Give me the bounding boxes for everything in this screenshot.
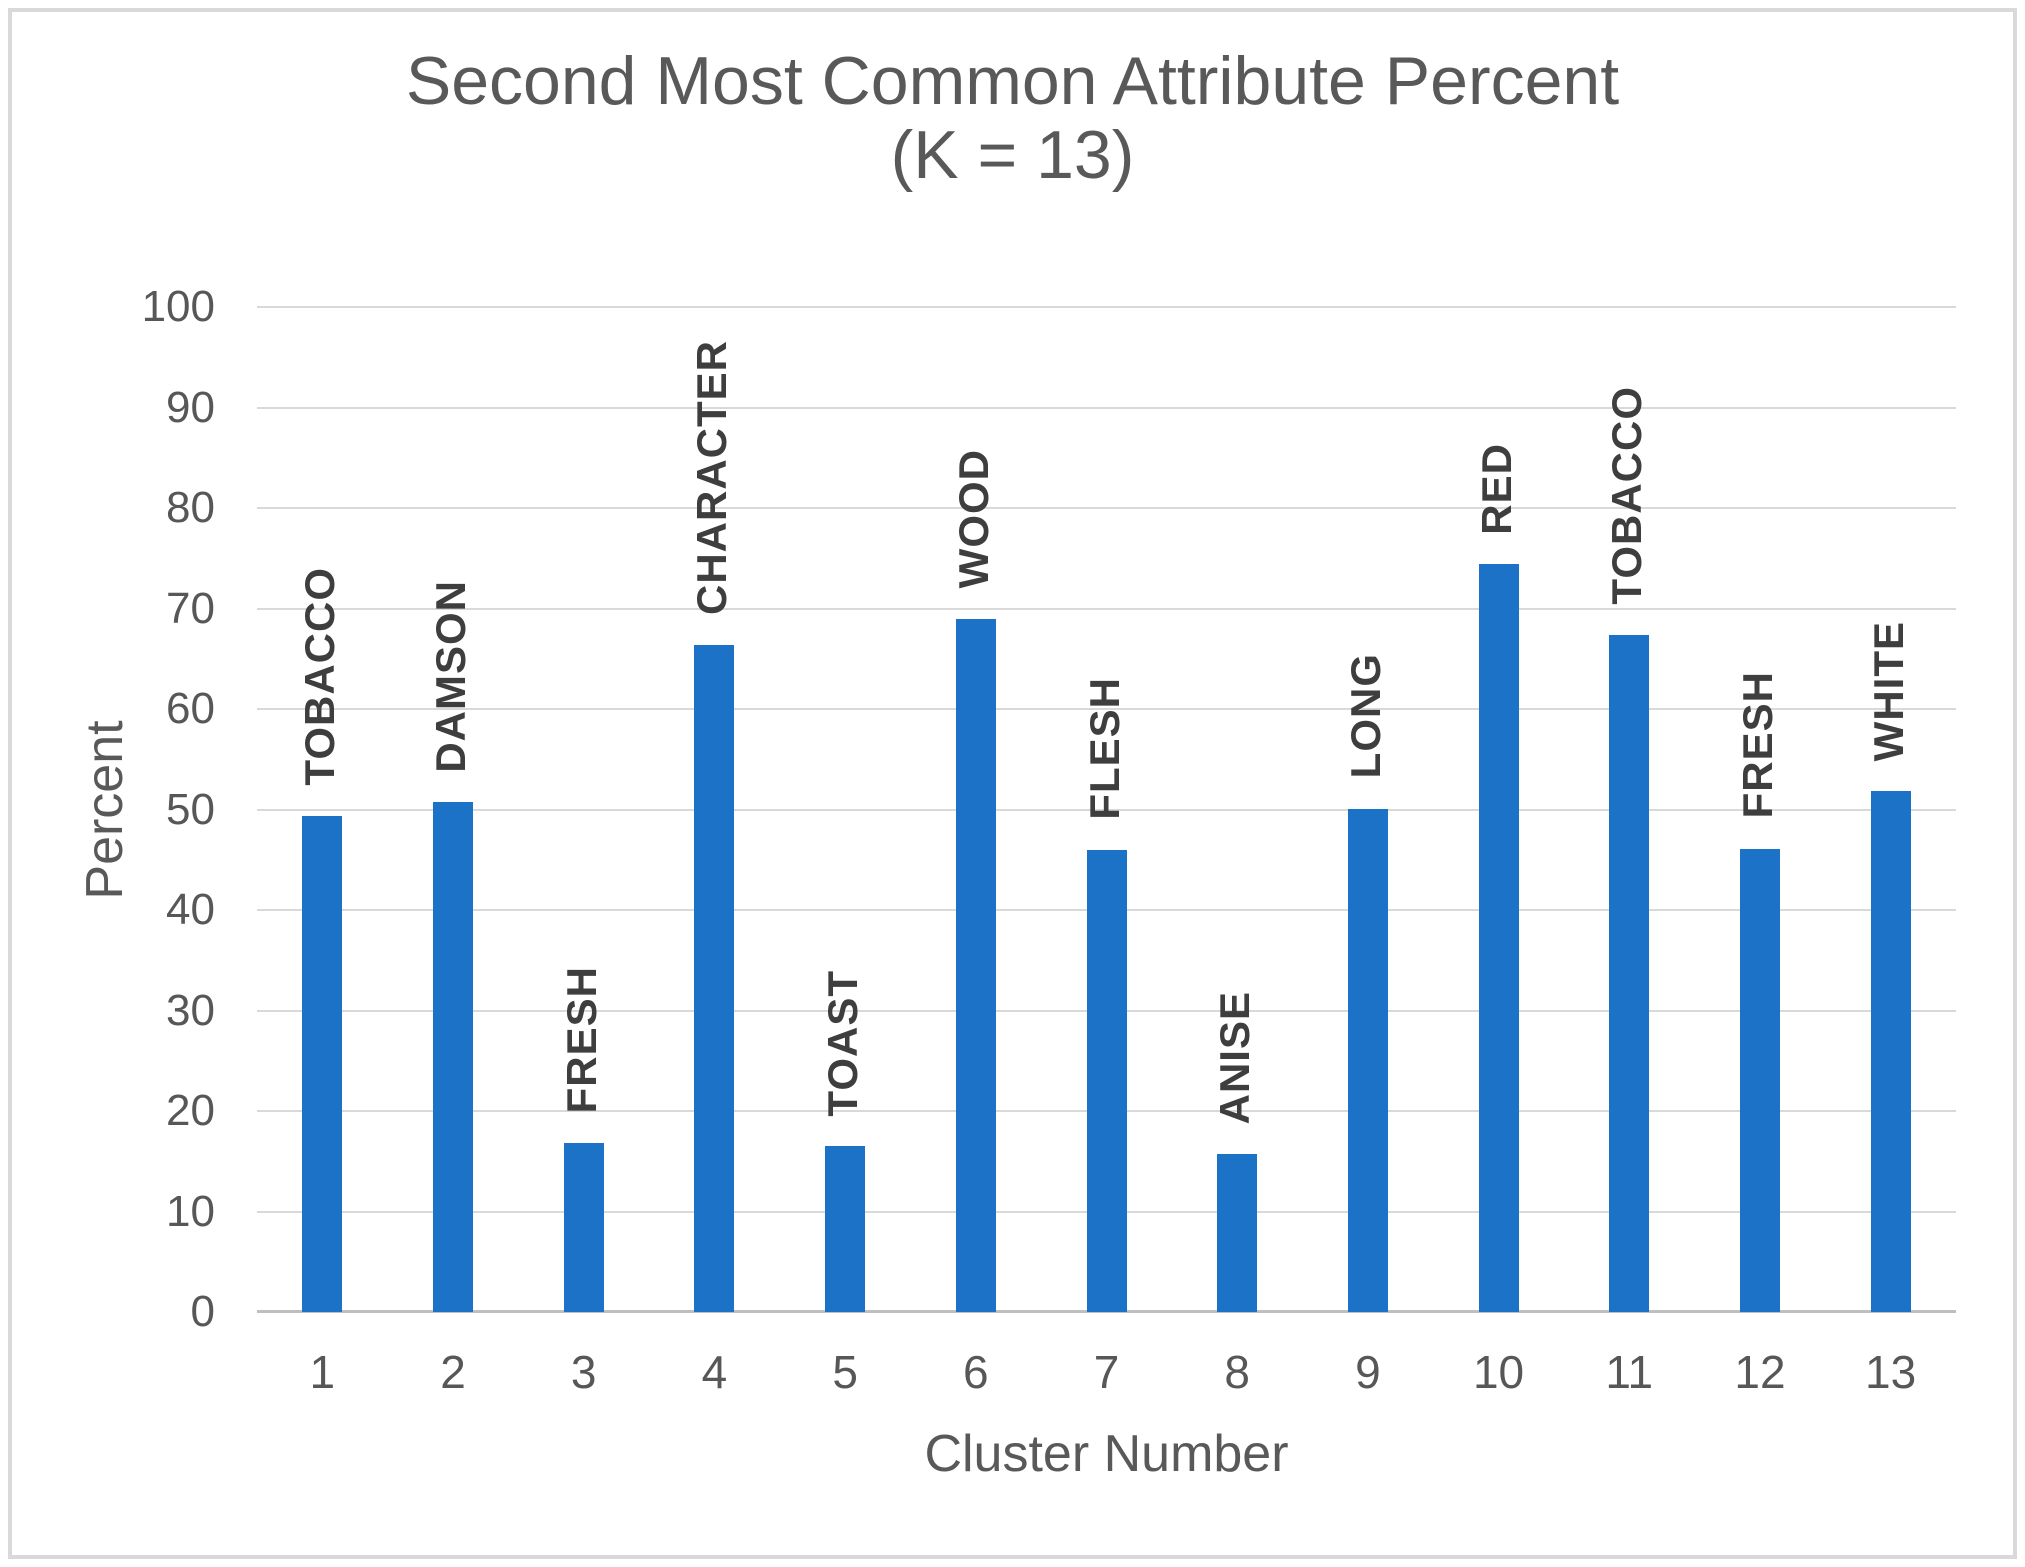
x-tick-label-8: 8 — [1224, 1346, 1250, 1398]
y-tick-label-80: 80 — [166, 483, 215, 532]
chart-title: Second Most Common Attribute Percent (K … — [0, 44, 2025, 192]
x-axis-title: Cluster Number — [924, 1425, 1289, 1483]
x-tick-label-12: 12 — [1734, 1346, 1786, 1398]
bar-cluster-1 — [302, 815, 343, 1312]
x-tick-label-6: 6 — [963, 1346, 989, 1398]
bar-data-label-7: FLESH — [1080, 677, 1128, 820]
bar-data-label-6: WOOD — [949, 449, 997, 589]
x-tick-label-13: 13 — [1865, 1346, 1917, 1398]
x-tick-label-4: 4 — [701, 1346, 728, 1398]
x-tick-label-3: 3 — [570, 1346, 597, 1398]
gridline-y-80 — [257, 507, 1956, 509]
gridline-y-60 — [257, 708, 1956, 710]
y-tick-label-50: 50 — [166, 784, 215, 834]
bar-cluster-9 — [1347, 808, 1388, 1312]
bar-cluster-13 — [1870, 791, 1911, 1312]
y-tick-label-20: 20 — [166, 1086, 215, 1135]
bar-data-label-1: TOBACCO — [296, 566, 344, 786]
x-tick-label-11: 11 — [1605, 1346, 1654, 1398]
gridline-y-70 — [257, 607, 1956, 610]
bar-cluster-2 — [433, 802, 474, 1312]
plot-area: TOBACCO DAMSON FRESH CHARACTER TOAST WOOD FLES… — [257, 306, 1956, 1313]
bar-data-label-9: LONG — [1341, 653, 1389, 779]
bar-data-label-12: FRESH — [1733, 671, 1781, 819]
y-tick-label-100: 100 — [141, 282, 215, 331]
bar-cluster-11 — [1609, 634, 1650, 1312]
bar-data-label-4: CHARACTER — [688, 339, 736, 615]
gridline-y-100 — [257, 306, 1956, 308]
y-tick-label-30: 30 — [166, 985, 215, 1035]
bar-data-label-10: RED — [1472, 442, 1520, 535]
bar-data-label-8: ANISE — [1211, 990, 1259, 1125]
bar-cluster-4 — [694, 644, 735, 1312]
x-tick-label-1: 1 — [309, 1346, 336, 1398]
bar-cluster-6 — [955, 618, 996, 1312]
x-tick-label-7: 7 — [1093, 1346, 1120, 1398]
y-tick-label-70: 70 — [166, 583, 215, 633]
x-tick-label-9: 9 — [1355, 1346, 1381, 1398]
y-tick-label-0: 0 — [190, 1287, 215, 1336]
bar-cluster-5 — [825, 1146, 866, 1312]
x-tick-label-5: 5 — [832, 1346, 858, 1398]
bar-cluster-7 — [1086, 849, 1127, 1312]
bar-cluster-12 — [1739, 848, 1780, 1312]
chart-title-line1: Second Most Common Attribute Percent — [405, 43, 1620, 119]
y-tick-label-10: 10 — [166, 1186, 215, 1236]
bar-data-label-3: FRESH — [557, 965, 605, 1114]
gridline-y-50 — [257, 808, 1956, 811]
bar-data-label-11: TOBACCO — [1603, 386, 1651, 605]
x-tick-label-10: 10 — [1472, 1346, 1525, 1398]
bar-data-label-13: WHITE — [1864, 621, 1912, 762]
y-tick-label-90: 90 — [166, 382, 215, 432]
chart-title-line2: (K = 13) — [890, 117, 1135, 193]
bar-cluster-10 — [1478, 564, 1519, 1312]
bar-data-label-2: DAMSON — [427, 579, 475, 773]
x-tick-label-2: 2 — [440, 1346, 466, 1398]
y-tick-label-40: 40 — [166, 885, 215, 934]
bar-data-label-5: TOAST — [819, 969, 867, 1117]
y-tick-label-60: 60 — [166, 684, 215, 733]
bar-cluster-3 — [563, 1143, 604, 1312]
gridline-y-90 — [257, 406, 1956, 409]
bar-cluster-8 — [1217, 1154, 1258, 1312]
